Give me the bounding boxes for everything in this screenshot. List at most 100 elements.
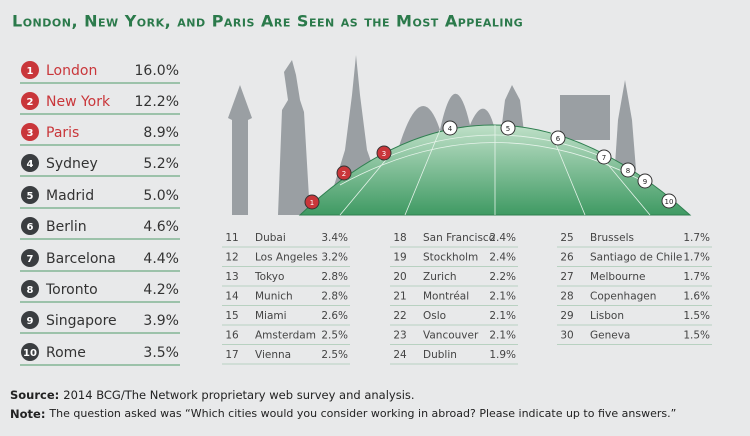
rank: 5	[27, 191, 34, 202]
share: 2.4%	[489, 252, 516, 264]
share: 1.7%	[683, 271, 710, 283]
share: 2.1%	[489, 330, 516, 342]
rank: 6	[27, 222, 34, 233]
city: Santiago de Chile	[590, 252, 682, 264]
rank: 1	[27, 66, 34, 77]
city: Singapore	[46, 313, 117, 329]
city: Rome	[46, 345, 86, 361]
city: Miami	[255, 310, 287, 322]
city: Montréal	[423, 291, 469, 303]
rank: 2	[27, 97, 34, 108]
city: Paris	[46, 125, 79, 141]
rank: 29	[560, 310, 573, 322]
rank: 16	[225, 330, 239, 342]
globe-marker	[661, 193, 677, 209]
rank-badge	[21, 154, 39, 172]
city: Vienna	[255, 349, 291, 361]
rank: 22	[393, 310, 406, 322]
globe-marker-label: 3	[382, 150, 386, 158]
rank-badge	[21, 217, 39, 235]
rank: 15	[225, 310, 238, 322]
source: Source: 2014 BCG/The Network proprietary …	[10, 388, 415, 402]
share: 1.5%	[683, 330, 710, 342]
globe-marker-label: 8	[626, 167, 630, 175]
rank-badge	[21, 92, 39, 110]
rank-badge	[21, 61, 39, 79]
title: London, New York, and Paris Are Seen as …	[12, 12, 523, 31]
city: Copenhagen	[590, 291, 656, 303]
city: Amsterdam	[255, 330, 316, 342]
share: 1.9%	[489, 349, 516, 361]
rank: 4	[27, 159, 34, 170]
share: 5.0%	[143, 188, 179, 204]
share: 4.2%	[143, 282, 179, 298]
city: Tokyo	[254, 271, 284, 283]
globe-marker	[550, 130, 566, 146]
rank-badge	[21, 311, 39, 329]
share: 1.7%	[683, 232, 710, 244]
city: Dubai	[255, 232, 286, 244]
share: 1.6%	[683, 291, 710, 303]
rank: 26	[560, 252, 574, 264]
city: Sydney	[46, 156, 98, 172]
rank: 3	[27, 128, 34, 139]
city: Brussels	[590, 232, 634, 244]
share: 2.1%	[489, 291, 516, 303]
city: Dublin	[423, 349, 457, 361]
globe-marker-label: 1	[310, 199, 314, 207]
rank: 13	[225, 271, 238, 283]
city: Lisbon	[590, 310, 624, 322]
rank: 17	[225, 349, 238, 361]
rank: 19	[393, 252, 406, 264]
city: Toronto	[45, 282, 98, 298]
share: 3.9%	[143, 313, 179, 329]
rank: 27	[560, 271, 573, 283]
globe-marker-label: 6	[556, 135, 561, 143]
share: 2.2%	[489, 271, 516, 283]
share: 3.2%	[321, 252, 348, 264]
share: 2.5%	[321, 330, 348, 342]
share: 2.1%	[489, 310, 516, 322]
rank-badge	[21, 186, 39, 204]
share: 4.4%	[143, 251, 179, 267]
rank: 30	[560, 330, 573, 342]
city: Madrid	[46, 188, 94, 204]
city: Melbourne	[590, 271, 645, 283]
share: 12.2%	[135, 94, 179, 110]
rank: 8	[27, 285, 34, 296]
globe-marker	[596, 149, 612, 165]
share: 3.4%	[321, 232, 348, 244]
rank: 24	[393, 349, 407, 361]
note-label: Note:	[10, 407, 45, 421]
note: Note: The question asked was “Which citie…	[10, 407, 676, 421]
share: 2.4%	[489, 232, 516, 244]
share: 5.2%	[143, 156, 179, 172]
globe-marker	[304, 194, 320, 210]
share: 4.6%	[143, 219, 179, 235]
globe-marker-label: 9	[643, 178, 647, 186]
share: 1.7%	[683, 252, 710, 264]
city: Oslo	[423, 310, 446, 322]
rank: 28	[560, 291, 573, 303]
source-label: Source:	[10, 388, 59, 402]
globe-marker	[442, 120, 458, 136]
city: Stockholm	[423, 252, 478, 264]
rank: 18	[393, 232, 406, 244]
globe-marker-label: 7	[602, 154, 606, 162]
city: Zurich	[423, 271, 457, 283]
share: 8.9%	[143, 125, 179, 141]
rank-badge	[21, 343, 39, 361]
note-text: The question asked was “Which cities wou…	[48, 407, 676, 420]
rank-badge	[21, 123, 39, 141]
globe-marker-label: 4	[448, 125, 453, 133]
share: 2.8%	[321, 271, 348, 283]
rank: 23	[393, 330, 406, 342]
city: Munich	[255, 291, 293, 303]
share: 2.5%	[321, 349, 348, 361]
source-text: 2014 BCG/The Network proprietary web sur…	[63, 388, 414, 402]
city: Barcelona	[46, 251, 116, 267]
rank: 20	[393, 271, 406, 283]
globe-marker	[376, 145, 392, 161]
city: Berlin	[46, 219, 87, 235]
